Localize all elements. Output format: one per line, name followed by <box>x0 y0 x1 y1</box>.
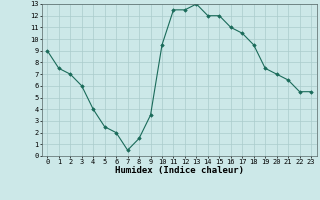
X-axis label: Humidex (Indice chaleur): Humidex (Indice chaleur) <box>115 166 244 175</box>
